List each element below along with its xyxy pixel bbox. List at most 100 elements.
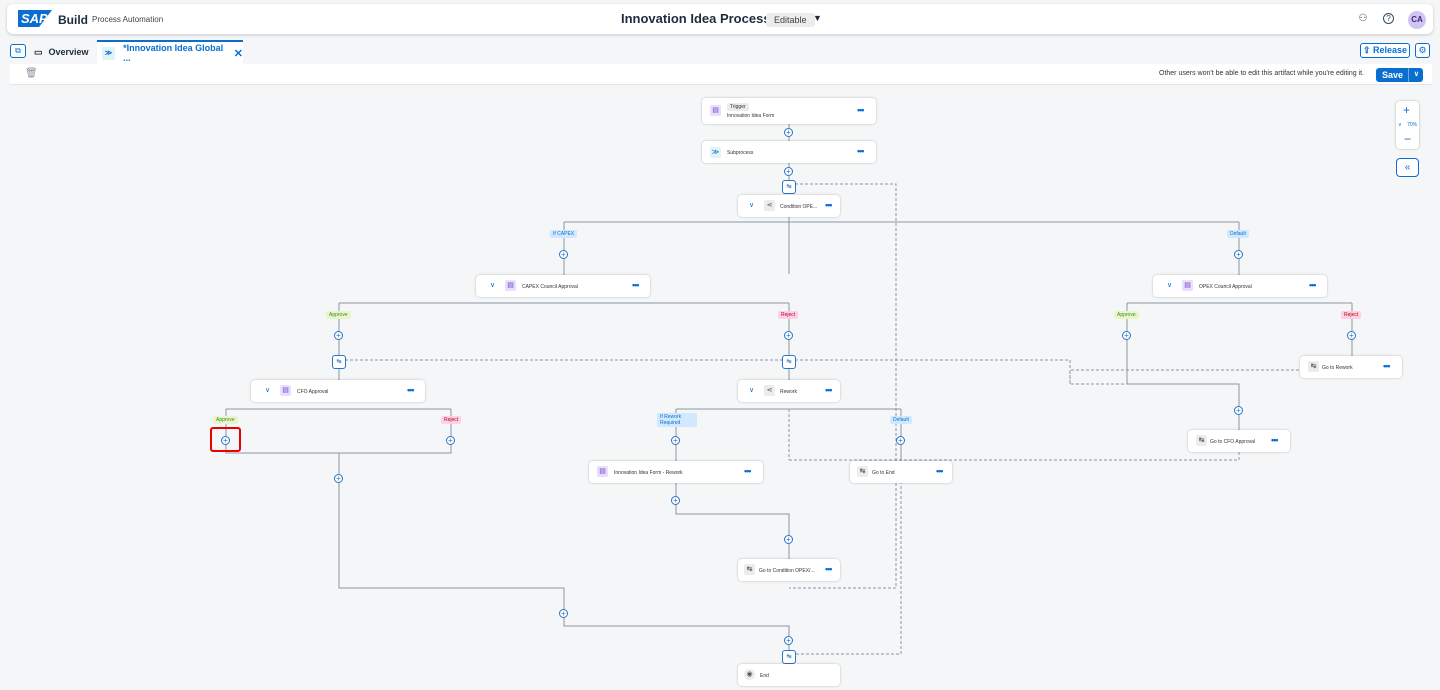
form-icon: ▤ xyxy=(505,280,516,291)
add-step-button[interactable]: + xyxy=(559,609,568,618)
chevron-down-icon[interactable]: ∨ xyxy=(1407,68,1419,82)
goto-cfo-node[interactable]: ↹ Go to CFO Approval ••• xyxy=(1188,430,1290,452)
form-icon: ▤ xyxy=(710,105,721,116)
node-label: Go to Condition OPEX/... xyxy=(759,568,815,574)
add-step-button[interactable]: + xyxy=(784,167,793,176)
notifications-icon[interactable]: ⚇ xyxy=(1358,13,1368,24)
add-step-button[interactable]: + xyxy=(559,250,568,259)
save-button[interactable]: Save ∨ xyxy=(1376,68,1423,82)
chevron-down-icon[interactable]: ∨ xyxy=(490,282,496,289)
goto-end-node[interactable]: ↹ Go to End ••• xyxy=(850,461,952,483)
node-label: Subprocess xyxy=(727,150,754,156)
subprocess-node[interactable]: ≫ Subprocess ••• xyxy=(702,141,876,163)
end-node[interactable]: ◉ End xyxy=(738,664,840,686)
product-name: Build xyxy=(58,13,88,27)
chevron-down-icon: ∨ xyxy=(1398,122,1402,128)
chevron-down-icon[interactable]: ∨ xyxy=(749,202,755,209)
editor-toolbar: 🗑 Other users won't be able to edit this… xyxy=(10,64,1432,85)
end-icon: ◉ xyxy=(744,669,755,680)
tab-bar: ⧉ ▭ Overview ≫ *Innovation Idea Global .… xyxy=(0,38,1440,64)
node-label: OPEX Council Approval xyxy=(1199,284,1252,290)
add-step-button[interactable]: + xyxy=(1234,406,1243,415)
opex-approval-node[interactable]: ∨ ▤ OPEX Council Approval ••• xyxy=(1153,275,1327,297)
chevron-down-icon[interactable]: ▼ xyxy=(813,13,822,23)
chevron-down-icon[interactable]: ∨ xyxy=(1167,282,1173,289)
tab-process[interactable]: ≫ *Innovation Idea Global ... ✕ xyxy=(97,40,243,64)
branch-label: Approve xyxy=(1114,311,1139,319)
more-icon[interactable]: ••• xyxy=(825,385,833,395)
branch-label: If CAPEX xyxy=(550,230,578,238)
form-icon: ▤ xyxy=(280,385,291,396)
process-canvas[interactable]: ▤ Trigger Innovation Idea Form ••• + ≫ S… xyxy=(10,86,1432,688)
merge-gateway-icon[interactable]: ↹ xyxy=(782,650,796,664)
add-step-button[interactable]: + xyxy=(1234,250,1243,259)
gear-icon[interactable]: ⚙ xyxy=(1415,43,1430,58)
add-step-button[interactable]: + xyxy=(671,436,680,445)
goto-condition-node[interactable]: ↹ Go to Condition OPEX/... ••• xyxy=(738,559,840,581)
more-icon[interactable]: ••• xyxy=(407,385,415,395)
cfo-approval-node[interactable]: ∨ ▤ CFO Approval ••• xyxy=(251,380,425,402)
add-step-button[interactable]: + xyxy=(784,128,793,137)
help-icon[interactable]: ? xyxy=(1383,13,1394,24)
add-step-button[interactable]: + xyxy=(334,331,343,340)
trash-icon[interactable]: 🗑 xyxy=(25,68,38,79)
selection-highlight xyxy=(210,427,241,452)
status-badge: Editable xyxy=(766,13,815,27)
zoom-out-icon[interactable]: − xyxy=(1404,132,1412,146)
more-icon[interactable]: ••• xyxy=(936,466,944,476)
add-step-button[interactable]: + xyxy=(334,474,343,483)
zoom-level[interactable]: ∨ 70% xyxy=(1398,122,1418,128)
goto-rework-node[interactable]: ↹ Go to Rework ••• xyxy=(1300,356,1402,378)
more-icon[interactable]: ••• xyxy=(825,200,833,210)
more-icon[interactable]: ••• xyxy=(1309,280,1317,290)
merge-gateway-icon[interactable]: ↹ xyxy=(332,355,346,369)
chevron-down-icon[interactable]: ∨ xyxy=(265,387,271,394)
goto-icon: ↹ xyxy=(1308,361,1319,372)
more-icon[interactable]: ••• xyxy=(744,466,752,476)
sap-logo[interactable]: SAP xyxy=(18,10,52,27)
zoom-in-icon[interactable]: + xyxy=(1403,103,1411,117)
node-label: Go to Rework xyxy=(1322,365,1353,371)
node-label: CAPEX Council Approval xyxy=(522,284,578,290)
flow-connectors xyxy=(225,124,1353,666)
add-step-button[interactable]: + xyxy=(446,436,455,445)
add-step-button[interactable]: + xyxy=(1347,331,1356,340)
more-icon[interactable]: ••• xyxy=(632,280,640,290)
more-icon[interactable]: ••• xyxy=(857,146,865,156)
node-label: Go to CFO Approval xyxy=(1210,439,1256,445)
merge-gateway-icon[interactable]: ↹ xyxy=(782,180,796,194)
condition-icon: ⋖ xyxy=(764,385,775,396)
avatar[interactable]: CA xyxy=(1408,11,1426,29)
add-step-button[interactable]: + xyxy=(671,496,680,505)
form-rework-node[interactable]: ▤ Innovation Idea Form - Rework ••• xyxy=(589,461,763,483)
subprocess-icon: ≫ xyxy=(710,147,721,158)
edit-lock-note: Other users won't be able to edit this a… xyxy=(1159,70,1364,77)
more-icon[interactable]: ••• xyxy=(825,564,833,574)
add-step-button[interactable]: + xyxy=(896,436,905,445)
add-step-button[interactable]: + xyxy=(1122,331,1131,340)
form-icon: ▤ xyxy=(1182,280,1193,291)
merge-gateway-icon[interactable]: ↹ xyxy=(782,355,796,369)
add-step-button[interactable]: + xyxy=(221,436,230,445)
more-icon[interactable]: ••• xyxy=(857,105,865,115)
upload-icon: ⇪ xyxy=(1362,45,1371,55)
add-step-button[interactable]: + xyxy=(784,331,793,340)
collapse-panel-icon[interactable]: « xyxy=(1396,158,1419,177)
rework-condition-node[interactable]: ∨ ⋖ Rework ••• xyxy=(738,380,840,402)
branch-label: Approve xyxy=(326,311,351,319)
process-icon: ≫ xyxy=(102,46,116,60)
chevron-down-icon[interactable]: ∨ xyxy=(749,387,755,394)
trigger-node[interactable]: ▤ Trigger Innovation Idea Form ••• xyxy=(702,98,876,124)
capex-approval-node[interactable]: ∨ ▤ CAPEX Council Approval ••• xyxy=(476,275,650,297)
node-label: Go to End xyxy=(872,470,895,476)
navigation-icon[interactable]: ⧉ xyxy=(10,44,26,58)
add-step-button[interactable]: + xyxy=(784,535,793,544)
condition-node[interactable]: ∨ ⋖ Condition OPE... ••• xyxy=(738,195,840,217)
more-icon[interactable]: ••• xyxy=(1271,435,1279,445)
close-icon[interactable]: ✕ xyxy=(233,47,243,60)
more-icon[interactable]: ••• xyxy=(1383,361,1391,371)
release-button[interactable]: ⇪ Release xyxy=(1360,43,1410,58)
tab-overview[interactable]: ▭ Overview xyxy=(34,40,94,64)
add-step-button[interactable]: + xyxy=(784,636,793,645)
goto-icon: ↹ xyxy=(744,564,755,575)
